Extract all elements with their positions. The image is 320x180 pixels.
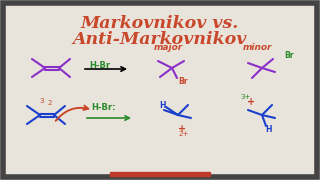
Text: 2+: 2+: [179, 131, 189, 137]
Text: Markovnikov vs.: Markovnikov vs.: [81, 15, 239, 32]
Text: 3: 3: [40, 98, 44, 104]
Text: major: major: [153, 42, 183, 51]
Text: H-Br:: H-Br:: [91, 103, 115, 112]
Bar: [110, 172, 210, 176]
Text: +: +: [178, 124, 186, 134]
Text: Anti-Markovnikov: Anti-Markovnikov: [73, 30, 247, 48]
Text: +: +: [247, 97, 255, 107]
Text: H: H: [265, 125, 271, 134]
Text: 3+: 3+: [241, 94, 251, 100]
Text: minor: minor: [242, 42, 272, 51]
Text: Br: Br: [284, 51, 293, 60]
Text: 2: 2: [48, 100, 52, 106]
Text: H-Br: H-Br: [89, 62, 111, 71]
Text: H: H: [159, 100, 165, 109]
Text: Br: Br: [178, 76, 188, 86]
